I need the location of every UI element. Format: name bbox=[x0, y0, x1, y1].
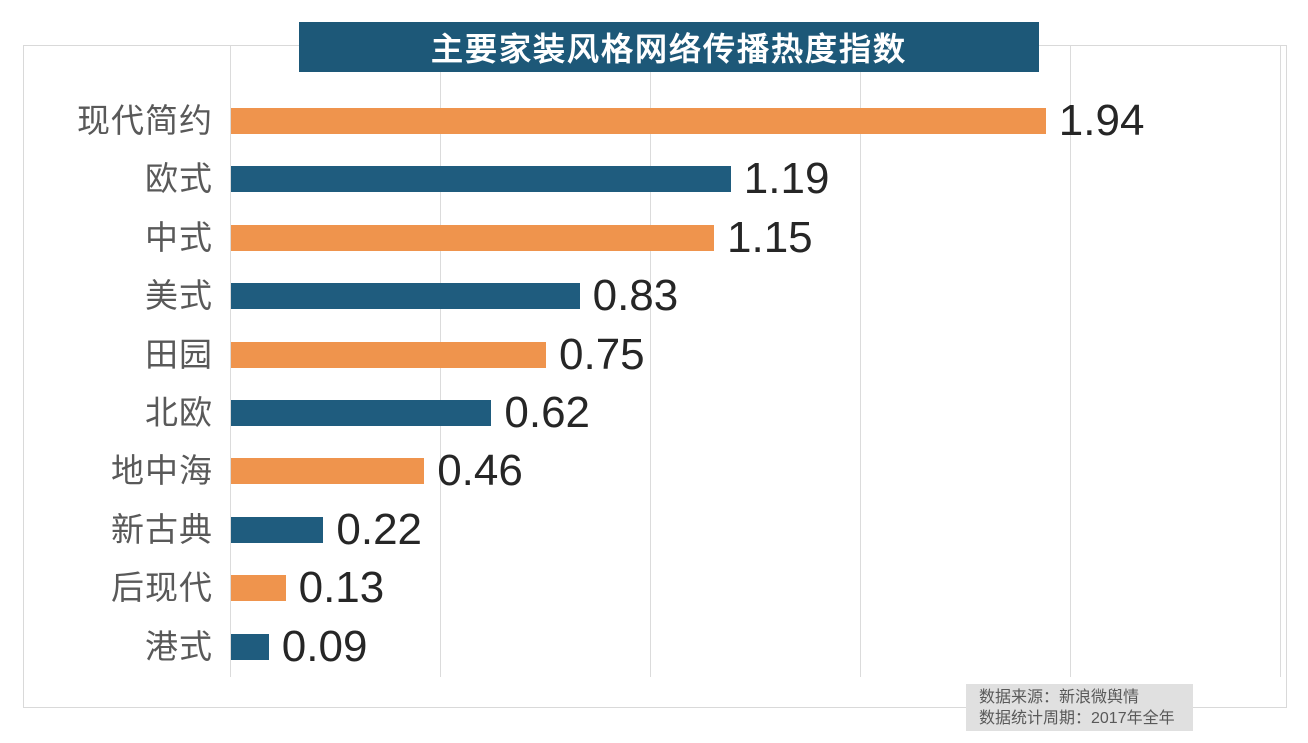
gridline bbox=[1280, 46, 1281, 677]
category-label: 新古典 bbox=[111, 510, 213, 548]
value-label: 0.22 bbox=[336, 504, 423, 554]
bar bbox=[231, 458, 425, 485]
bar bbox=[231, 575, 286, 602]
bar bbox=[231, 224, 714, 251]
value-label: 0.46 bbox=[437, 446, 523, 496]
category-label: 欧式 bbox=[145, 160, 213, 198]
bar bbox=[231, 108, 1046, 134]
category-label: 后现代 bbox=[111, 569, 213, 607]
bar bbox=[231, 633, 269, 660]
category-label: 田园 bbox=[145, 335, 213, 373]
category-label: 港式 bbox=[145, 627, 213, 665]
data-source-line: 数据来源：新浪微舆情 bbox=[979, 689, 1140, 706]
bar bbox=[231, 516, 324, 543]
bar bbox=[231, 283, 580, 310]
value-label: 0.83 bbox=[592, 271, 679, 321]
gridline bbox=[650, 46, 651, 677]
value-label: 0.09 bbox=[281, 621, 368, 671]
y-axis-line bbox=[230, 46, 231, 677]
value-label: 0.13 bbox=[298, 563, 385, 613]
category-label: 北欧 bbox=[145, 394, 213, 431]
value-label: 1.15 bbox=[727, 212, 813, 262]
gridline bbox=[860, 46, 861, 677]
category-label: 地中海 bbox=[111, 452, 213, 490]
value-label: 0.75 bbox=[559, 329, 645, 379]
value-label: 1.19 bbox=[743, 154, 830, 204]
bar bbox=[231, 400, 492, 426]
category-label: 美式 bbox=[145, 277, 213, 315]
chart-title-banner: 主要家装风格网络传播热度指数 bbox=[299, 22, 1039, 72]
data-period-line: 数据统计周期：2017年全年 bbox=[979, 710, 1175, 727]
category-label: 中式 bbox=[145, 218, 213, 256]
bar bbox=[231, 166, 731, 193]
category-label: 现代简约 bbox=[77, 102, 213, 139]
bar bbox=[231, 341, 546, 368]
chart-title: 主要家装风格网络传播热度指数 bbox=[430, 31, 907, 67]
value-label: 1.94 bbox=[1058, 96, 1145, 145]
source-note-box: 数据来源：新浪微舆情 数据统计周期：2017年全年 bbox=[966, 684, 1193, 731]
gridline bbox=[1070, 46, 1071, 677]
value-label: 0.62 bbox=[504, 388, 591, 437]
